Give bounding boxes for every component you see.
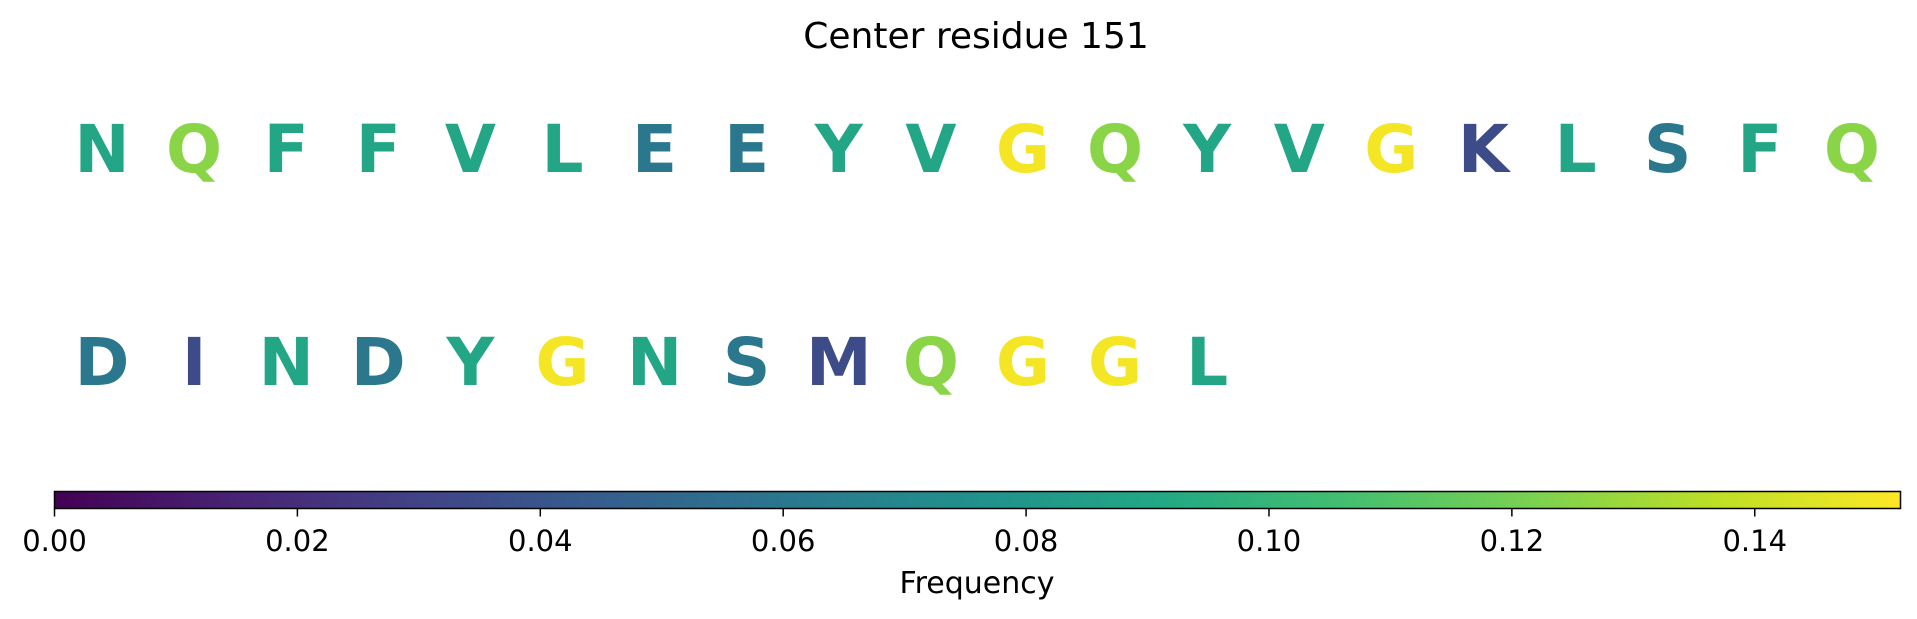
residue-letter: N [74, 111, 129, 188]
residue-letter: G [1364, 111, 1418, 188]
residue-letter: G [535, 324, 589, 401]
residue-letter: F [1737, 111, 1782, 188]
residue-letter: L [541, 111, 583, 188]
residue-letter: Y [814, 111, 864, 188]
colorbar-tick-label: 0.10 [1237, 524, 1302, 558]
residue-letter: D [351, 324, 406, 401]
residue-letter: L [1186, 324, 1228, 401]
colorbar-ticks: 0.00 0.02 0.04 0.06 0.08 0.10 0.12 0.14 [22, 508, 1787, 558]
residue-letter: Q [1824, 111, 1880, 188]
chart-title: Center residue 151 [803, 16, 1149, 57]
colorbar-tick-label: 0.08 [994, 524, 1059, 558]
residue-letter: M [806, 324, 872, 401]
colorbar-tick-label: 0.04 [508, 524, 573, 558]
colorbar-tick-label: 0.02 [265, 524, 330, 558]
colorbar-label: Frequency [900, 566, 1055, 601]
residue-letter: Q [903, 324, 959, 401]
residue-letter: S [1644, 111, 1692, 188]
residue-letter: N [627, 324, 682, 401]
residue-letter: S [723, 324, 771, 401]
residue-letter: G [996, 111, 1050, 188]
residue-letter: G [996, 324, 1050, 401]
residue-letter: Y [1182, 111, 1232, 188]
colorbar-tick-label: 0.14 [1722, 524, 1787, 558]
residue-letter: I [182, 324, 207, 401]
residue-letters: N Q F F V L E E Y V G Q Y V G K L S F QD I N D Y G N S M Q G G L [74, 111, 1880, 401]
residue-letter: G [1088, 324, 1142, 401]
residue-letter: E [632, 111, 677, 188]
residue-letter: V [1274, 111, 1325, 188]
residue-letter: F [356, 111, 401, 188]
colorbar-tick-label: 0.06 [751, 524, 816, 558]
residue-letter: Q [1087, 111, 1143, 188]
residue-letter: D [75, 324, 130, 401]
colorbar [53, 490, 1902, 510]
residue-letter: Q [166, 111, 222, 188]
residue-letter: E [724, 111, 769, 188]
residue-letter: N [259, 324, 314, 401]
residue-letter: Y [446, 324, 496, 401]
residue-letter: V [445, 111, 496, 188]
residue-letter: V [905, 111, 956, 188]
residue-letter: F [264, 111, 309, 188]
residue-letter: L [1555, 111, 1597, 188]
residue-letter: K [1458, 111, 1512, 188]
colorbar-tick-label: 0.00 [22, 524, 87, 558]
colorbar-tick-label: 0.12 [1480, 524, 1545, 558]
